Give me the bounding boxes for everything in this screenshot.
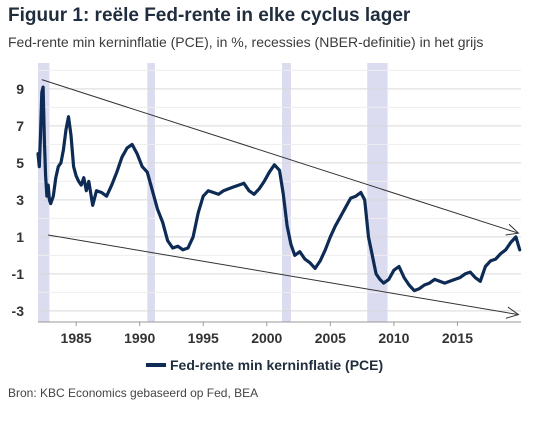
trend-arrowhead [505,306,520,319]
legend-label: Fed-rente min kerninflatie (PCE) [170,357,383,373]
legend: Fed-rente min kerninflatie (PCE) [146,357,383,373]
y-tick-label: -3 [12,303,25,319]
trend-lines [41,79,520,319]
source-note: Bron: KBC Economics gebaseerd op Fed, BE… [8,386,259,400]
gridlines [38,69,521,312]
chart-subtitle: Fed-rente min kerninflatie (PCE), in %, … [8,34,484,50]
x-tick-label: 1995 [188,330,219,346]
y-tick-label: 9 [16,81,24,97]
recession-band [38,63,50,322]
trend-arrowhead [505,223,520,236]
recession-band [147,63,155,322]
x-tick-label: 1985 [61,330,92,346]
axes: 9 7 5 3 1 -1 -3 1985 1990 1995 2000 2005 2010 2015 [12,81,521,346]
x-tick-label: 2005 [315,330,346,346]
x-tick-label: 2000 [251,330,282,346]
x-tick-label: 1990 [124,330,155,346]
x-tick-label: 2015 [442,330,473,346]
y-tick-label: 1 [16,229,24,245]
trend-line [48,234,519,316]
series-layer [36,85,522,293]
x-tick-label: 2010 [378,330,409,346]
y-tick-label: 3 [16,192,24,208]
y-tick-label: -1 [12,266,25,282]
recession-band [282,63,291,322]
trend-line [41,79,519,234]
series-line [36,85,522,293]
y-tick-label: 7 [16,118,24,134]
chart-title: Figuur 1: reële Fed-rente in elke cyclus… [8,5,411,26]
y-tick-label: 5 [16,155,24,171]
